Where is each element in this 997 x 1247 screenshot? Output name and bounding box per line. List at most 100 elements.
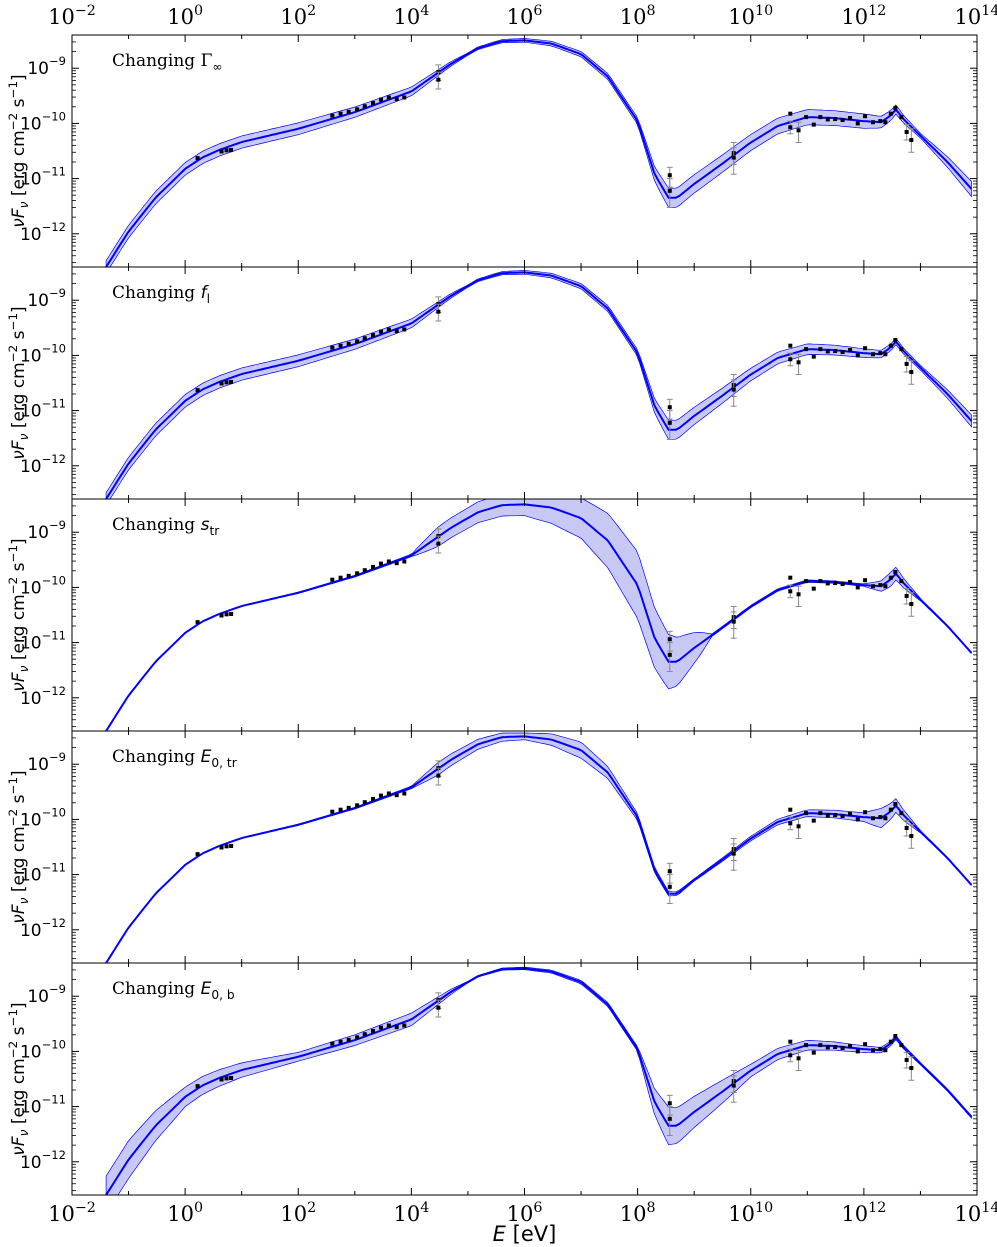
data-point: [863, 114, 868, 119]
data-point: [804, 115, 809, 120]
y-tick-label: 10−9: [27, 54, 66, 79]
data-point: [386, 791, 391, 796]
data-point: [394, 97, 399, 102]
data-point: [355, 1035, 360, 1040]
data-point: [878, 119, 883, 124]
data-point: [219, 381, 224, 386]
data-point: [667, 405, 672, 410]
data-point: [371, 100, 376, 105]
data-point: [796, 128, 801, 133]
data-point: [386, 327, 391, 332]
y-tick-label: 10−9: [27, 750, 66, 775]
data-point: [346, 573, 351, 578]
data-point: [818, 115, 823, 120]
data-point: [788, 125, 793, 130]
data-point: [899, 1043, 904, 1048]
x-tick-label-top: 1012: [841, 3, 886, 29]
data-point: [825, 581, 830, 586]
data-point: [811, 1050, 816, 1055]
data-point: [224, 1076, 229, 1081]
data-point: [667, 1101, 672, 1106]
x-tick-label-top: 10−2: [48, 3, 96, 29]
data-point: [883, 1048, 888, 1053]
data-point: [893, 338, 898, 343]
model-curve: [105, 735, 973, 963]
data-point: [436, 541, 441, 546]
data-point: [229, 1075, 234, 1080]
data-point: [394, 1025, 399, 1030]
data-point: [855, 121, 860, 126]
data-point: [667, 1116, 672, 1121]
data-point: [840, 118, 845, 123]
data-point: [371, 796, 376, 801]
data-point: [840, 350, 845, 355]
data-point: [804, 811, 809, 816]
data-point: [871, 584, 876, 589]
data-point: [848, 1044, 853, 1049]
data-point: [229, 843, 234, 848]
data-point: [195, 388, 200, 393]
data-point: [195, 620, 200, 625]
data-point: [371, 1028, 376, 1033]
data-point: [355, 339, 360, 344]
data-point: [855, 353, 860, 358]
data-point: [863, 578, 868, 583]
model-curve: [105, 39, 973, 267]
data-point: [848, 812, 853, 817]
data-point: [804, 1043, 809, 1048]
data-point: [904, 825, 909, 830]
data-point: [436, 77, 441, 82]
data-point: [224, 612, 229, 617]
data-point: [818, 1043, 823, 1048]
data-point: [378, 1025, 383, 1030]
data-point: [788, 575, 793, 580]
data-point: [909, 602, 914, 607]
data-point: [878, 583, 883, 588]
data-point: [840, 1046, 845, 1051]
data-point: [883, 584, 888, 589]
data-point: [338, 1039, 343, 1044]
y-tick-label: 10−9: [27, 286, 66, 311]
data-point: [195, 156, 200, 161]
uncertainty-band: [105, 38, 972, 267]
data-point: [818, 347, 823, 352]
x-tick-label-top: 1010: [728, 3, 773, 29]
data-point: [731, 155, 736, 160]
data-point: [904, 1057, 909, 1062]
data-point: [848, 580, 853, 585]
data-point: [888, 807, 893, 812]
data-point: [893, 106, 898, 111]
data-point: [863, 1042, 868, 1047]
data-point: [667, 188, 672, 193]
data-point: [224, 380, 229, 385]
data-point: [362, 800, 367, 805]
data-point: [833, 349, 838, 354]
data-point: [909, 834, 914, 839]
y-axis-label: νFν [erg cm−2 s−1]: [6, 538, 31, 691]
data-point: [224, 844, 229, 849]
data-point: [788, 589, 793, 594]
data-point: [667, 637, 672, 642]
y-axis-label: νFν [erg cm−2 s−1]: [6, 306, 31, 459]
y-axis-label: νFν [erg cm−2 s−1]: [6, 770, 31, 923]
x-tick-label-bottom: 10−2: [48, 1200, 96, 1226]
data-point: [788, 111, 793, 116]
data-point: [330, 1041, 335, 1046]
x-tick-label-bottom: 106: [507, 1200, 543, 1226]
data-point: [855, 817, 860, 822]
data-point: [667, 884, 672, 889]
data-point: [909, 1066, 914, 1071]
data-point: [394, 793, 399, 798]
data-point: [811, 818, 816, 823]
model-curve: [105, 967, 973, 1195]
data-point: [893, 1034, 898, 1039]
data-point: [402, 95, 407, 100]
data-point: [667, 420, 672, 425]
data-point: [402, 1023, 407, 1028]
model-curve: [105, 271, 973, 499]
data-point: [833, 117, 838, 122]
